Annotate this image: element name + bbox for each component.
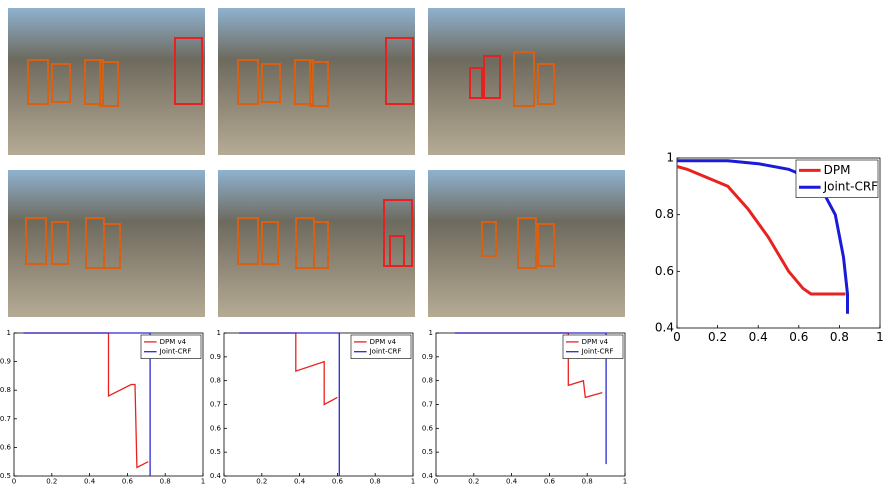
figure: 0 0.2 0.4 0.6 0.8 1 0.5 0.6 0.7 0.8 0.9 1 DPM v4 Join…	[0, 0, 896, 487]
x-tick-label: 1	[201, 478, 205, 486]
x-tick-label: 0.2	[46, 478, 57, 486]
photo	[428, 170, 625, 317]
x-tick-label: 0.2	[468, 478, 479, 486]
photo	[428, 8, 625, 155]
y-tick-label: 0.5	[210, 448, 221, 456]
x-tick-label: 0.6	[789, 330, 808, 344]
y-tick-label: 0.5	[422, 448, 433, 456]
y-tick-label: 0.4	[655, 321, 674, 335]
x-tick-label: 0.6	[544, 478, 556, 486]
photo	[218, 170, 415, 317]
x-tick-label: 0.4	[749, 330, 768, 344]
y-tick-label: 0.7	[422, 401, 433, 409]
x-tick-label: 0	[434, 478, 438, 486]
y-tick-label: 0.8	[655, 207, 674, 221]
y-tick-label: 0.4	[210, 472, 222, 480]
y-tick-label: 0.6	[655, 264, 674, 278]
x-tick-label: 0.4	[506, 478, 518, 486]
legend-label: Joint-CRF	[823, 180, 879, 194]
y-tick-label: 0.8	[422, 377, 433, 385]
legend-label: DPM	[824, 163, 851, 177]
x-tick-label: 0	[673, 330, 681, 344]
y-tick-label: 0.6	[0, 443, 12, 451]
x-tick-label: 0	[12, 478, 16, 486]
series-line	[24, 333, 151, 476]
y-tick-label: 0.9	[0, 358, 11, 366]
y-tick-label: 0.7	[210, 401, 221, 409]
series-line	[239, 333, 337, 405]
legend-label: Joint-CRF	[159, 348, 192, 356]
x-tick-label: 0.2	[256, 478, 267, 486]
legend-label: DPM v4	[582, 338, 609, 346]
legend-label: DPM v4	[370, 338, 397, 346]
y-tick-label: 0.6	[210, 424, 222, 432]
x-tick-label: 0	[222, 478, 226, 486]
x-tick-label: 0.8	[830, 330, 849, 344]
y-tick-label: 0.7	[0, 415, 11, 423]
x-tick-label: 0.2	[708, 330, 727, 344]
x-tick-label: 0.8	[160, 478, 171, 486]
x-tick-label: 1	[411, 478, 415, 486]
y-tick-label: 0.4	[422, 472, 434, 480]
y-tick-label: 0.8	[210, 377, 221, 385]
legend-label: DPM v4	[160, 338, 187, 346]
y-tick-label: 0.5	[0, 472, 11, 480]
series-line	[24, 333, 149, 467]
y-tick-label: 1	[666, 151, 674, 165]
x-tick-label: 0.4	[84, 478, 96, 486]
y-tick-label: 0.6	[422, 424, 434, 432]
y-tick-label: 1	[429, 329, 433, 337]
x-tick-label: 0.8	[370, 478, 381, 486]
x-tick-label: 0.8	[582, 478, 593, 486]
x-tick-label: 0.6	[122, 478, 134, 486]
legend-label: Joint-CRF	[369, 348, 402, 356]
y-tick-label: 1	[7, 329, 11, 337]
y-tick-label: 0.9	[422, 353, 433, 361]
x-tick-label: 0.4	[294, 478, 306, 486]
y-tick-label: 1	[217, 329, 221, 337]
x-tick-label: 1	[623, 478, 627, 486]
legend-label: Joint-CRF	[581, 348, 614, 356]
x-tick-label: 1	[876, 330, 884, 344]
photos	[8, 8, 625, 317]
x-tick-label: 0.6	[332, 478, 344, 486]
photo	[8, 170, 205, 317]
y-tick-label: 0.8	[0, 386, 11, 394]
y-tick-label: 0.9	[210, 353, 221, 361]
